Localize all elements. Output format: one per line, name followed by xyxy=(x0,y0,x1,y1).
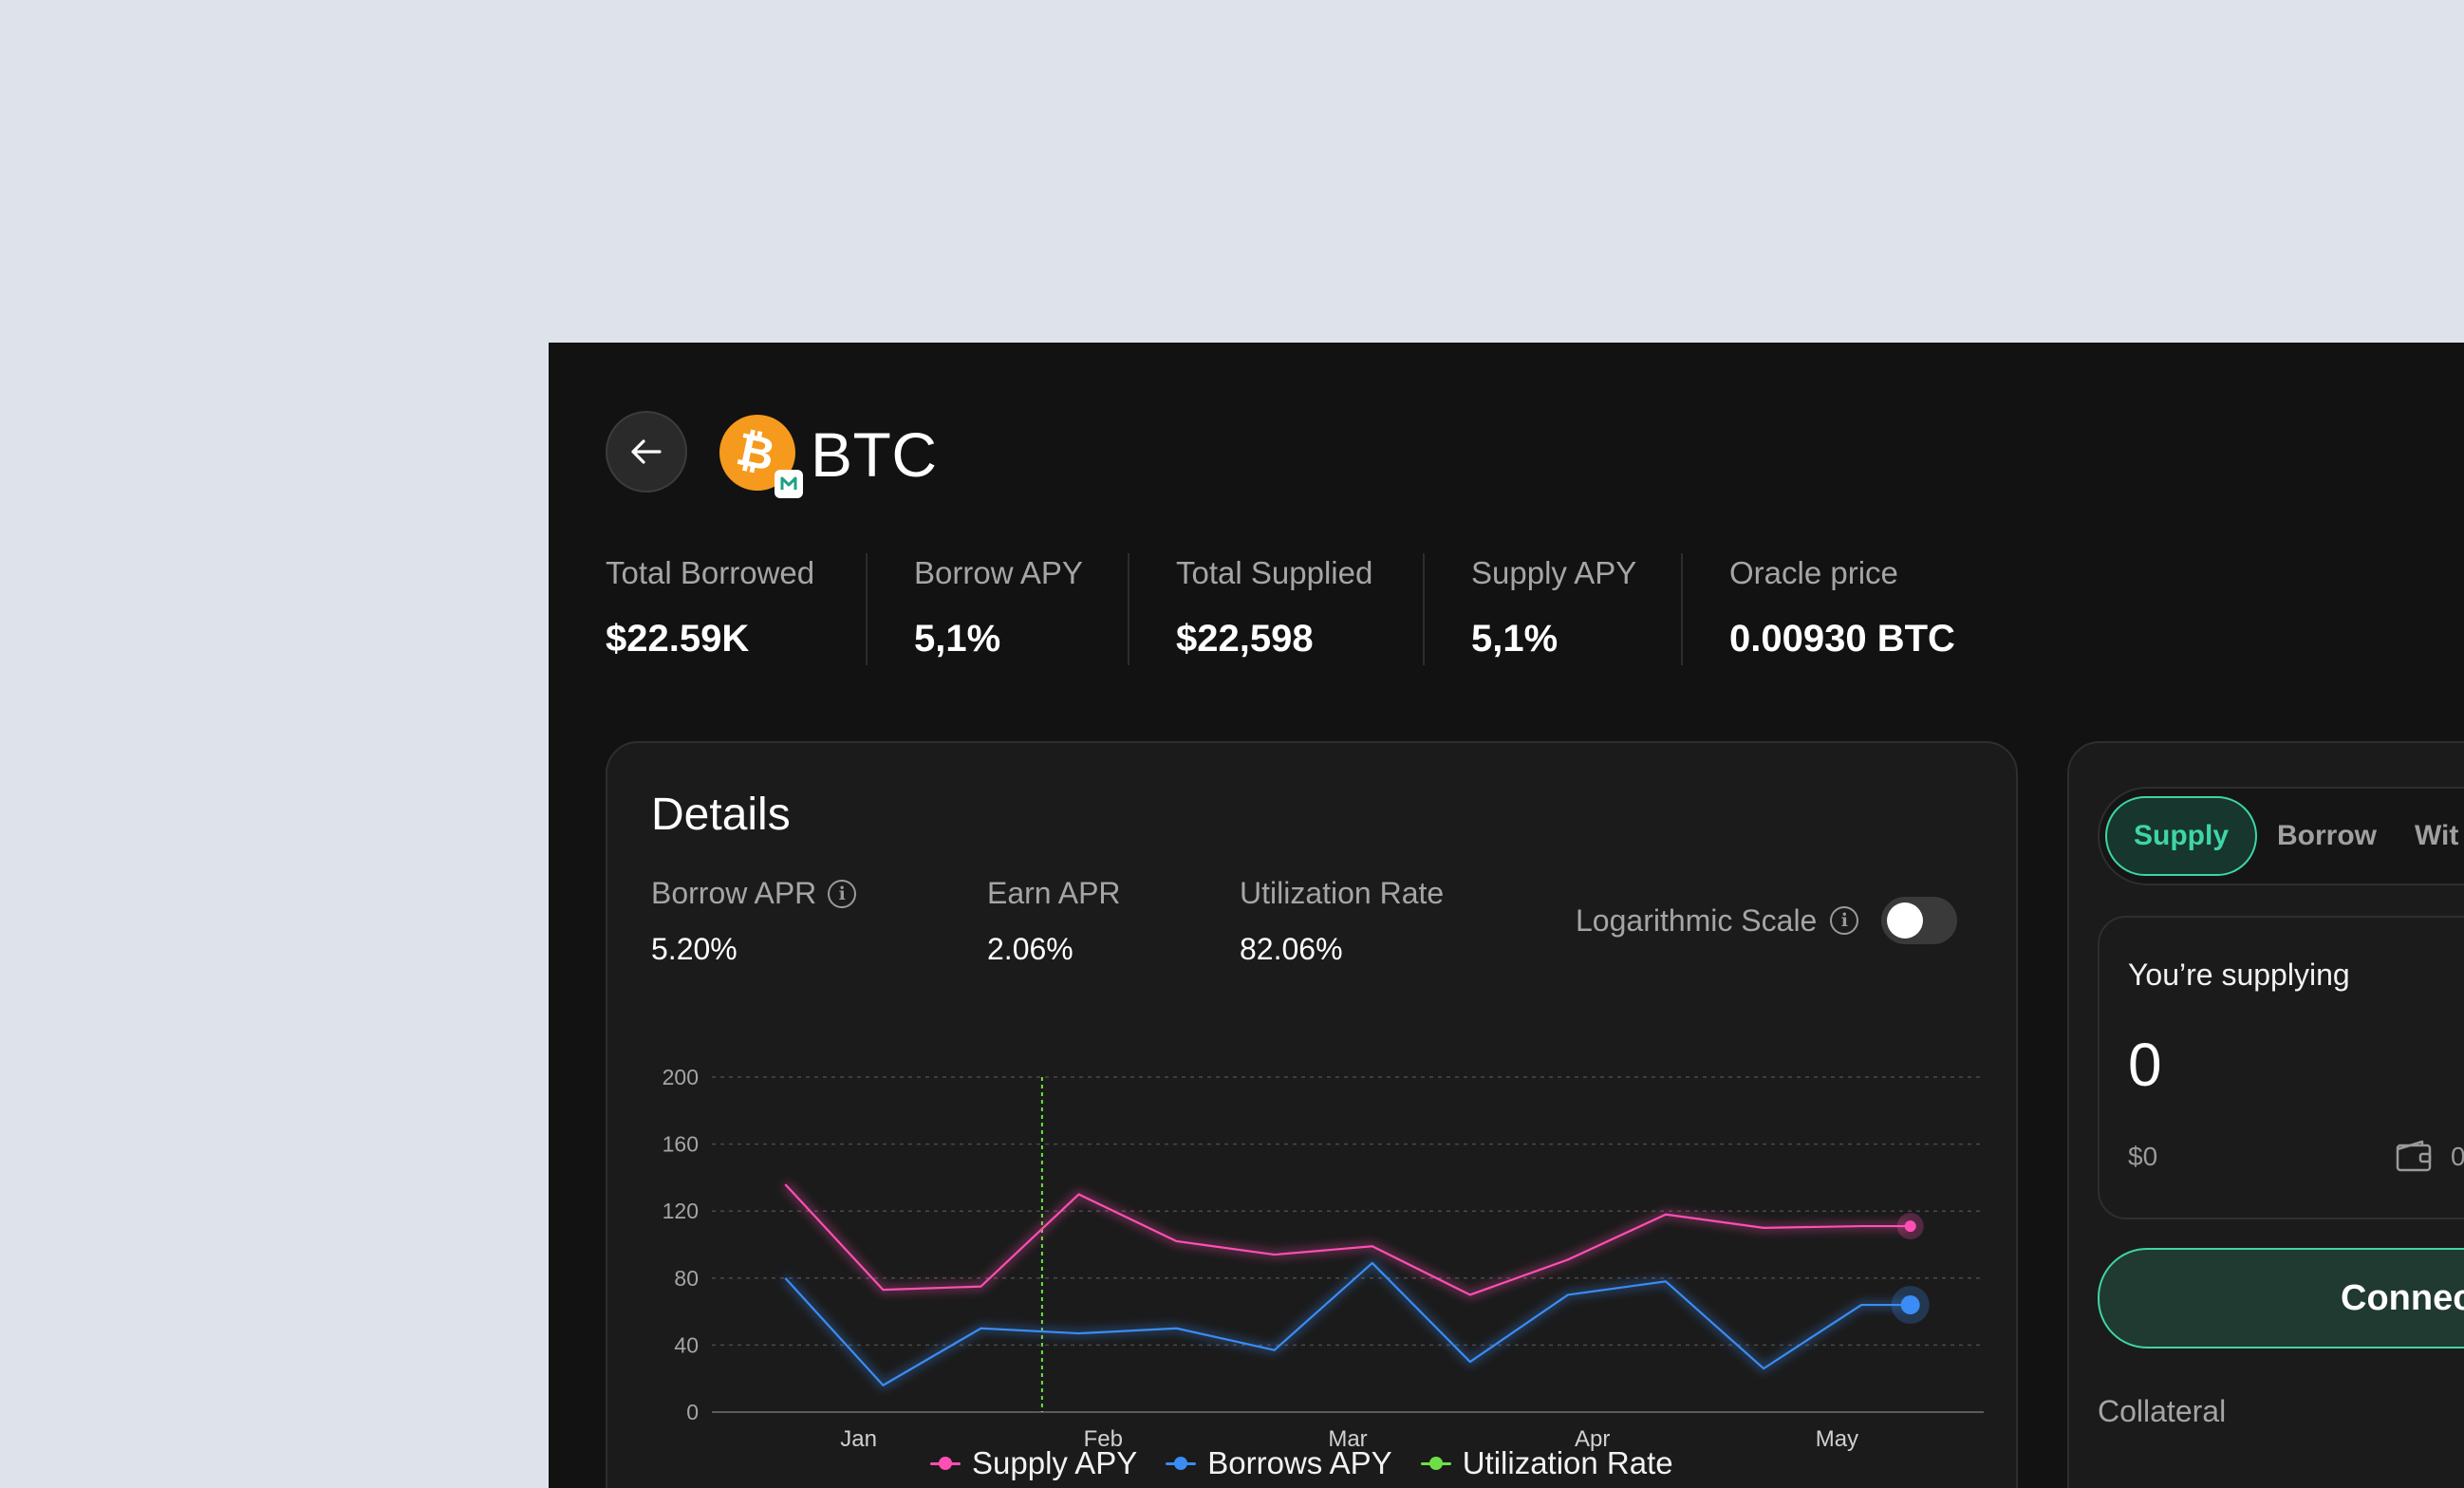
divider xyxy=(1423,553,1425,665)
asset-title: BTC xyxy=(811,419,938,490)
usd-value: $0 xyxy=(2128,1142,2158,1171)
divider xyxy=(866,553,868,665)
legend-item-borrows-apy[interactable]: Borrows APY xyxy=(1166,1445,1392,1481)
supply-apy-line xyxy=(784,1183,1911,1296)
metric-label: Utilization Rate xyxy=(1240,876,1445,910)
legend-label: Supply APY xyxy=(972,1445,1138,1480)
connect-label: Connec xyxy=(2341,1278,2464,1318)
metric-borrow-apr: Borrow APR i 5.20% xyxy=(651,876,857,967)
metric-value: 82.06% xyxy=(1240,932,1343,966)
amount-input[interactable]: 0 xyxy=(2128,1031,2162,1099)
legend-item-utilization-rate[interactable]: Utilization Rate xyxy=(1420,1445,1673,1481)
action-tabs: Supply Borrow Wit xyxy=(2098,787,2464,885)
stat-supply-apy: Supply APY 5,1% xyxy=(1471,555,1636,660)
metric-label: Earn APR xyxy=(987,876,1121,910)
y-tick-label: 160 xyxy=(663,1132,699,1157)
chart-legend: Supply APY Borrows APY Utilization Rate xyxy=(930,1445,1673,1481)
x-tick-label: Apr xyxy=(1575,1426,1610,1452)
legend-swatch xyxy=(1420,1454,1451,1473)
details-card: Details Borrow APR i 5.20% Earn APR 2.06… xyxy=(606,741,2018,1488)
stat-value: $22,598 xyxy=(1176,618,1314,660)
stat-total-supplied: Total Supplied $22,598 xyxy=(1176,555,1372,660)
details-title: Details xyxy=(651,790,791,840)
wallet-icon xyxy=(2396,1140,2432,1172)
divider xyxy=(1128,553,1129,665)
tab-borrow[interactable]: Borrow xyxy=(2277,820,2377,851)
stat-label: Total Borrowed xyxy=(606,555,815,590)
legend-swatch xyxy=(930,1454,961,1473)
metric-label: Borrow APR xyxy=(651,876,817,910)
stat-label: Supply APY xyxy=(1471,555,1637,590)
stat-label: Total Supplied xyxy=(1176,555,1373,590)
arrow-left-icon xyxy=(631,439,662,464)
supplying-label: You’re supplying xyxy=(2128,958,2350,992)
supply-apy-endpoint xyxy=(1904,1220,1916,1233)
log-scale-control: Logarithmic Scale i xyxy=(1576,897,1958,944)
borrows-apy-line xyxy=(784,1261,1911,1386)
y-tick-label: 120 xyxy=(663,1199,699,1223)
y-tick-label: 0 xyxy=(686,1400,699,1424)
supply-input-box[interactable]: You’re supplying 0 $0 0 xyxy=(2098,916,2464,1219)
stat-value: 0.00930 BTC xyxy=(1729,618,1955,660)
borrows-apy-glow xyxy=(782,1257,1911,1390)
apy-chart: 0 40 80 120 160 200 Jan Feb Mar Apr May xyxy=(663,1065,1984,1452)
divider xyxy=(1681,553,1683,665)
metric-utilization-rate: Utilization Rate 82.06% xyxy=(1240,876,1444,967)
tab-withdraw[interactable]: Wit xyxy=(2415,820,2459,851)
network-badge-icon xyxy=(775,470,803,498)
x-tick-label: Mar xyxy=(1328,1426,1367,1452)
back-button[interactable] xyxy=(606,411,687,493)
metric-earn-apr: Earn APR 2.06% xyxy=(987,876,1121,967)
info-icon[interactable]: i xyxy=(1830,906,1859,935)
y-tick-label: 200 xyxy=(663,1065,699,1089)
stat-label: Oracle price xyxy=(1729,555,1898,590)
x-tick-label: Jan xyxy=(840,1426,877,1452)
y-tick-label: 80 xyxy=(674,1266,699,1291)
tab-supply[interactable]: Supply xyxy=(2105,796,2258,876)
stat-borrow-apy: Borrow APY 5,1% xyxy=(914,555,1083,660)
borrows-apy-endpoint xyxy=(1900,1295,1920,1315)
stat-value: $22.59K xyxy=(606,618,750,660)
collateral-label: Collateral xyxy=(2098,1394,2227,1428)
legend-label: Utilization Rate xyxy=(1462,1445,1673,1480)
metric-value: 2.06% xyxy=(987,932,1073,966)
x-tick-label: May xyxy=(1816,1426,1858,1452)
legend-item-supply-apy[interactable]: Supply APY xyxy=(930,1445,1137,1481)
legend-label: Borrows APY xyxy=(1207,1445,1392,1480)
bitcoin-icon: ₿ xyxy=(719,415,803,498)
stat-label: Borrow APY xyxy=(914,555,1083,590)
action-panel: Supply Borrow Wit You’re supplying 0 $0 … xyxy=(2067,741,2464,1488)
asset-page: ₿ BTC Total Borrowed $22.59K Borrow APY … xyxy=(549,343,2464,1488)
svg-text:₿: ₿ xyxy=(732,422,779,482)
wallet-balance: 0 xyxy=(2451,1142,2464,1171)
stat-total-borrowed: Total Borrowed $22.59K xyxy=(606,555,814,660)
log-scale-label: Logarithmic Scale xyxy=(1576,902,1818,938)
legend-swatch xyxy=(1166,1454,1197,1473)
connect-wallet-button[interactable]: Connec xyxy=(2098,1248,2464,1348)
stat-oracle-price: Oracle price 0.00930 BTC xyxy=(1729,555,1955,660)
stat-value: 5,1% xyxy=(914,618,1001,660)
y-tick-label: 40 xyxy=(674,1332,699,1357)
log-scale-toggle[interactable] xyxy=(1881,897,1958,944)
toggle-knob xyxy=(1887,902,1924,939)
metric-value: 5.20% xyxy=(651,932,737,966)
info-icon[interactable]: i xyxy=(828,879,857,908)
stat-value: 5,1% xyxy=(1471,618,1559,660)
x-tick-label: Feb xyxy=(1084,1426,1123,1452)
